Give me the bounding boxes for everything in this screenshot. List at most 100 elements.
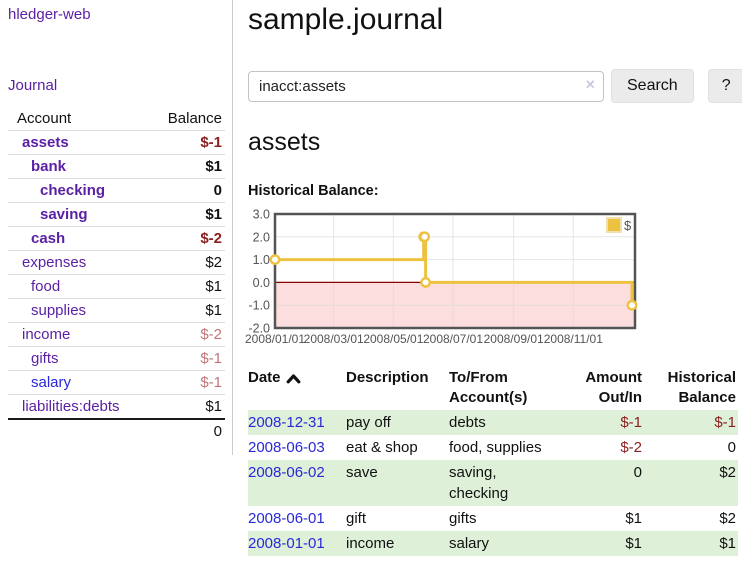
transaction-date-link[interactable]: 2008-01-01 xyxy=(248,535,325,552)
chart-title: Historical Balance: xyxy=(248,183,379,199)
cell-date: 2008-12-31 xyxy=(248,410,346,435)
sidebar-item-journal[interactable]: Journal xyxy=(8,77,58,94)
sidebar-account-link-income[interactable]: income xyxy=(22,326,71,343)
y-axis-tick-label: 3.0 xyxy=(253,208,270,222)
cell-accounts: saving, checking xyxy=(449,460,556,506)
register-header-row: Date Description To/From Account(s) Amou… xyxy=(248,367,738,410)
sidebar-account-balance: $1 xyxy=(144,154,225,179)
cell-amount: $1 xyxy=(556,531,644,556)
x-axis-tick-label: 2008/05/01 xyxy=(363,332,423,346)
sidebar-account-balance: $1 xyxy=(144,202,225,227)
search-input[interactable] xyxy=(248,70,604,102)
sidebar-account-link-liabilities-debts[interactable]: liabilities:debts xyxy=(22,398,120,415)
sidebar-account-balance: $1 xyxy=(144,274,225,299)
sidebar-account-balance: $-1 xyxy=(144,130,225,155)
sidebar-account-link-gifts[interactable]: gifts xyxy=(31,350,59,367)
cell-balance: 0 xyxy=(727,439,736,456)
sidebar-account-balance: $-1 xyxy=(144,346,225,371)
register-row: 2008-12-31 pay off debts $-1 $-1 xyxy=(248,410,738,435)
sidebar-account-balance: $-2 xyxy=(144,226,225,251)
y-axis-tick-label: -1.0 xyxy=(248,299,270,313)
sidebar-account-cell: assets xyxy=(8,130,145,155)
column-header-balance: Historical Balance xyxy=(667,369,736,406)
sidebar-account-cell: salary xyxy=(8,370,145,395)
transaction-date-link[interactable]: 2008-06-02 xyxy=(248,464,325,481)
sidebar-account-row: checking 0 xyxy=(8,178,225,203)
sidebar-account-balance: $1 xyxy=(144,298,225,323)
sidebar-account-cell: checking xyxy=(8,178,145,203)
accounts-table-header: Account Balance xyxy=(8,107,225,131)
cell-description: gift xyxy=(346,510,367,527)
cell-balance: $1 xyxy=(644,531,738,556)
cell-description: income xyxy=(346,531,449,556)
account-heading: assets xyxy=(248,128,321,156)
sidebar-account-balance: $-1 xyxy=(144,370,225,395)
sidebar-account-balance: 0 xyxy=(144,178,225,203)
historical-balance-chart: $3.0 2.0 1.0 0.0 -1.0 -2.02008/01/012008/03/0… xyxy=(245,208,638,346)
sidebar-account-row: gifts $-1 xyxy=(8,346,225,371)
register-row: 2008-01-01 income salary $1 $1 xyxy=(248,531,738,556)
help-button[interactable]: ? xyxy=(707,69,742,103)
cell-date: 2008-06-03 xyxy=(248,435,346,460)
x-axis-tick-label: 2008/01/01 xyxy=(245,332,305,346)
register-row: 2008-06-03 eat & shop food, supplies $-2 0 xyxy=(248,435,738,460)
cell-balance: $2 xyxy=(719,510,736,527)
sidebar-account-cell: gifts xyxy=(8,346,145,371)
sidebar-account-cell: bank xyxy=(8,154,145,179)
cell-amount: $-2 xyxy=(620,439,642,456)
register-row: 2008-06-02 save saving, checking 0 $2 xyxy=(248,460,738,506)
sidebar-account-link-assets[interactable]: assets xyxy=(22,134,69,151)
sidebar-account-link-checking[interactable]: checking xyxy=(40,182,106,199)
x-axis-tick-label: 2008/07/01 xyxy=(423,332,483,346)
cell-amount: $-1 xyxy=(556,410,644,435)
cell-date: 2008-01-01 xyxy=(248,531,346,556)
search-button[interactable]: Search xyxy=(611,69,694,103)
y-axis-tick-label: 1.0 xyxy=(253,253,270,267)
cell-accounts: gifts xyxy=(449,510,477,527)
cell-accounts: debts xyxy=(449,410,556,435)
sidebar-account-row: salary $-1 xyxy=(8,370,225,395)
register-row: 2008-06-01 gift gifts $1 $2 xyxy=(248,506,738,531)
column-header-description: Description xyxy=(346,369,429,386)
cell-accounts: salary xyxy=(449,531,556,556)
sidebar-account-cell: saving xyxy=(8,202,145,227)
accounts-table: Account Balance assets $-1 bank $1 checking 0… xyxy=(8,107,225,443)
plot-border xyxy=(273,212,637,330)
accounts-column-header: Account xyxy=(17,110,72,127)
legend-label: $ xyxy=(624,218,632,233)
transaction-date-link[interactable]: 2008-12-31 xyxy=(248,414,325,431)
sidebar-account-link-expenses[interactable]: expenses xyxy=(22,254,87,271)
sidebar-account-link-cash[interactable]: cash xyxy=(31,230,66,247)
sidebar-account-row: assets $-1 xyxy=(8,130,225,155)
clear-search-icon[interactable]: × xyxy=(585,76,595,94)
transaction-date-link[interactable]: 2008-06-03 xyxy=(248,439,325,456)
sidebar-account-balance: $-2 xyxy=(144,322,225,347)
sidebar-account-link-supplies[interactable]: supplies xyxy=(31,302,87,319)
column-header-date[interactable]: Date xyxy=(248,367,346,410)
x-axis-tick-label: 2008/03/01 xyxy=(304,332,364,346)
transaction-date-link[interactable]: 2008-06-01 xyxy=(248,510,325,527)
chevron-up-icon xyxy=(286,374,300,384)
sidebar-account-link-saving[interactable]: saving xyxy=(40,206,88,223)
sidebar-account-row: saving $1 xyxy=(8,202,225,227)
sidebar-account-link-bank[interactable]: bank xyxy=(31,158,67,175)
cell-accounts: food, supplies xyxy=(449,439,542,456)
balance-column-header: Balance xyxy=(167,110,222,127)
sidebar-account-cell: cash xyxy=(8,226,145,251)
brand-link[interactable]: hledger-web xyxy=(8,6,91,23)
cell-amount: $1 xyxy=(625,510,642,527)
y-axis-tick-label: 0.0 xyxy=(253,276,270,290)
data-point-marker xyxy=(269,254,281,265)
page-title: sample.journal xyxy=(248,3,444,36)
cell-date: 2008-06-01 xyxy=(248,506,346,531)
sidebar-account-link-salary[interactable]: salary xyxy=(31,374,72,391)
cell-date: 2008-06-02 xyxy=(248,460,346,506)
cell-description: eat & shop xyxy=(346,439,418,456)
data-point-marker xyxy=(626,299,638,311)
sidebar-account-link-food[interactable]: food xyxy=(31,278,61,295)
sidebar-account-cell: food xyxy=(8,274,145,299)
x-axis-tick-label: 2008/11/01 xyxy=(544,332,603,346)
sidebar-total-row: 0 xyxy=(8,418,225,443)
sidebar-total-value: 0 xyxy=(8,418,225,443)
column-header-amount: Amount Out/In xyxy=(585,369,642,406)
